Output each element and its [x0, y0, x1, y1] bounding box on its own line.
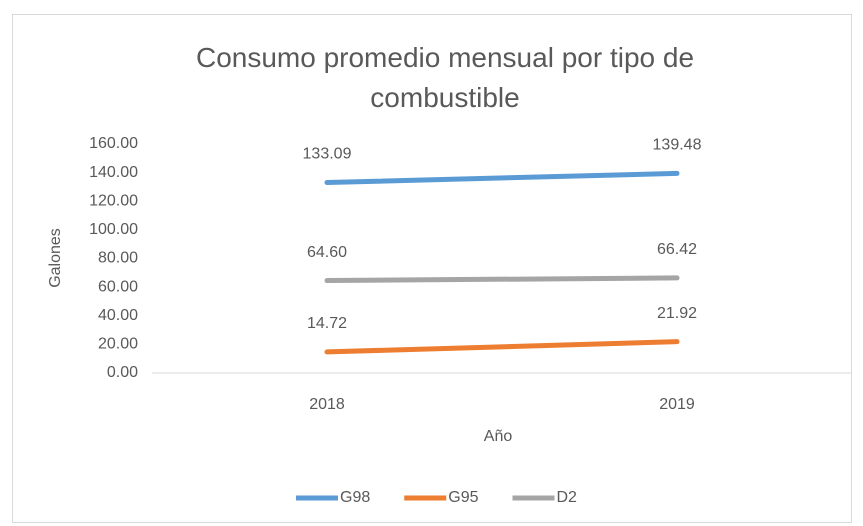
y-tick-label: 20.00	[98, 336, 138, 353]
series-line	[324, 339, 680, 355]
legend-label: D2	[557, 489, 578, 506]
y-tick-label: 40.00	[98, 307, 138, 324]
x-axis-label: Año	[484, 428, 513, 445]
y-tick-label: 120.00	[89, 192, 138, 209]
data-label: 66.42	[657, 241, 697, 258]
series-line	[324, 275, 680, 284]
data-label: 64.60	[307, 244, 347, 261]
chart-border	[12, 14, 852, 523]
legend-label: G98	[340, 489, 370, 506]
y-tick-label: 0.00	[107, 364, 138, 381]
data-label: 21.92	[657, 305, 697, 322]
y-axis-label: Galones	[47, 228, 64, 288]
chart-title: Consumo promedio mensual por tipo de com…	[195, 42, 695, 113]
data-label: 14.72	[307, 315, 347, 332]
y-tick-label: 140.00	[89, 164, 138, 181]
y-tick-label: 80.00	[98, 250, 138, 267]
x-tick-label: 2019	[659, 396, 695, 413]
y-tick-label: 60.00	[98, 278, 138, 295]
legend-label: G95	[448, 489, 478, 506]
data-label: 139.48	[653, 137, 702, 154]
x-tick-label: 2018	[309, 396, 345, 413]
series-line	[324, 170, 680, 186]
y-tick-label: 160.00	[89, 135, 138, 152]
y-tick-label: 100.00	[89, 221, 138, 238]
data-label: 133.09	[303, 146, 352, 163]
